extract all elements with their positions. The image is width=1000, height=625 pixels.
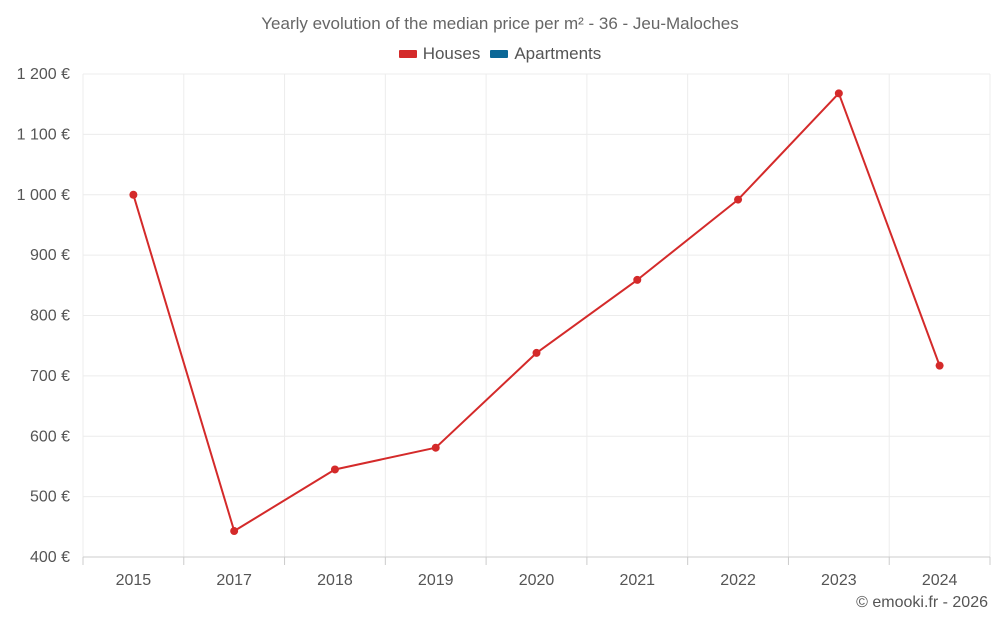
data-point — [633, 275, 642, 284]
legend-item-apartments[interactable]: Apartments — [490, 44, 601, 64]
axes — [82, 556, 991, 565]
x-tick-label: 2019 — [418, 572, 454, 589]
data-point — [330, 465, 339, 474]
x-tick-label: 2018 — [317, 572, 353, 589]
x-tick-label: 2021 — [619, 572, 655, 589]
y-tick-label: 600 € — [30, 428, 70, 445]
y-tick-label: 900 € — [30, 247, 70, 264]
data-point — [532, 348, 541, 357]
data-point — [734, 195, 743, 204]
series-group — [129, 89, 944, 536]
legend-label-apartments: Apartments — [514, 44, 602, 63]
copyright-credit: © emooki.fr - 2026 — [856, 594, 988, 611]
series-line-houses — [132, 92, 941, 532]
x-tick-label: 2017 — [216, 572, 252, 589]
data-point — [129, 190, 138, 199]
y-tick-label: 400 € — [30, 549, 70, 566]
x-tick-label: 2015 — [116, 572, 152, 589]
data-point — [431, 443, 440, 452]
x-tick-label: 2023 — [821, 572, 857, 589]
y-tick-label: 1 100 € — [17, 126, 70, 143]
data-point — [935, 361, 944, 370]
legend-swatch-apartments — [490, 50, 509, 58]
chart-legend: Houses Apartments — [0, 44, 1000, 64]
x-axis-tick-labels: 2015 2017 2018 2019 2020 2021 2022 2023 2024 — [116, 572, 958, 589]
legend-swatch-houses — [398, 50, 417, 58]
y-tick-label: 700 € — [30, 368, 70, 385]
data-point — [834, 89, 843, 98]
chart-title: Yearly evolution of the median price per… — [261, 14, 739, 33]
y-tick-label: 1 000 € — [17, 187, 70, 204]
y-tick-label: 500 € — [30, 489, 70, 506]
data-point — [230, 527, 239, 536]
y-axis-tick-labels: 400 € 500 € 600 € 700 € 800 € 900 € 1 000 € 1 1… — [17, 66, 70, 566]
x-tick-label: 2024 — [922, 572, 958, 589]
y-tick-label: 1 200 € — [17, 66, 70, 83]
legend-label-houses: Houses — [422, 44, 481, 63]
x-tick-label: 2022 — [720, 572, 756, 589]
legend-item-houses[interactable]: Houses — [398, 44, 481, 64]
grid-lines — [82, 73, 991, 557]
y-tick-label: 800 € — [30, 308, 70, 325]
x-tick-label: 2020 — [519, 572, 555, 589]
